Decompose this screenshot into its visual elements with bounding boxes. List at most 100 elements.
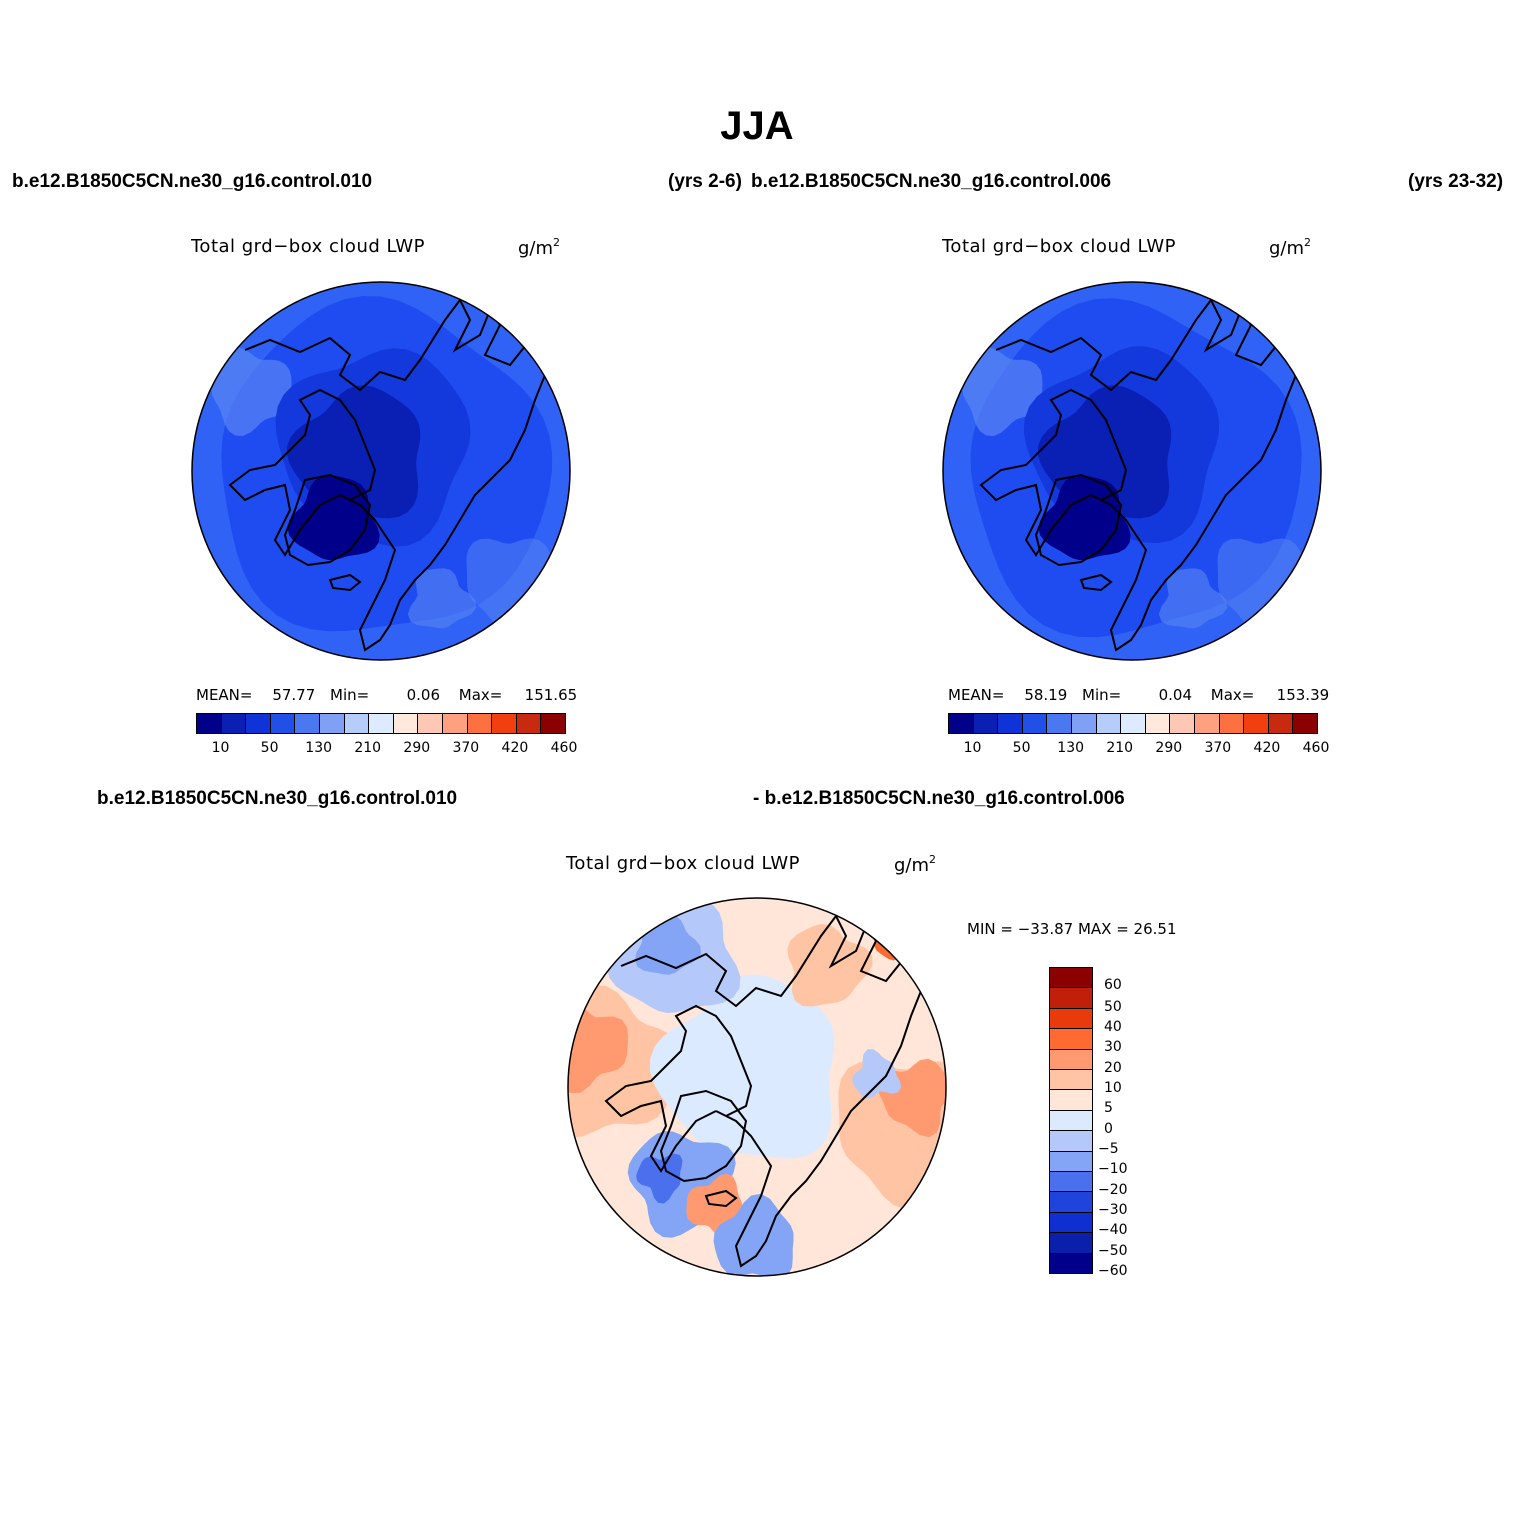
panel1-colorbar: [196, 713, 566, 734]
panel3-colorbar-box: [1050, 1131, 1092, 1152]
panel3-min-max: MIN = −33.87 MAX = 26.51: [967, 920, 1177, 938]
coastline: [1034, 473, 1123, 567]
panel2-mean-label: MEAN=: [948, 686, 1005, 704]
panel3-colorbar-label: 20: [1104, 1059, 1122, 1076]
panel1-variable-title: Total grd−box cloud LWP: [191, 236, 426, 257]
panel2-min: 0.04: [1158, 686, 1193, 704]
panel3-colorbar-box: [1050, 1029, 1092, 1050]
panel2-colorbar-box: [1145, 714, 1171, 733]
panel2-colorbar-box: [1096, 714, 1122, 733]
panel3-colorbar-label: −50: [1098, 1242, 1128, 1259]
panel3-colorbar-box: [1050, 1192, 1092, 1213]
panel2-colorbar-box: [1071, 714, 1097, 733]
panel2-colorbar-label: 10: [963, 740, 982, 756]
panel2-colorbar-box: [1244, 714, 1269, 733]
panel3-variable-title: Total grd−box cloud LWP: [566, 853, 801, 874]
panel2-colorbar-box: [1022, 714, 1048, 733]
lwp-contour: [1217, 538, 1309, 634]
coastline: [1079, 573, 1113, 592]
panel1-colorbar-box: [246, 714, 271, 733]
panel1-colorbar-box: [442, 714, 468, 733]
panel1-colorbar-box: [418, 714, 443, 733]
header-diff-case-b: - b.e12.B1850C5CN.ne30_g16.control.006: [753, 788, 1125, 809]
panel2-colorbar-box: [1194, 714, 1220, 733]
panel3-colorbar-label: −60: [1098, 1263, 1128, 1279]
map-boundary: [191, 281, 571, 661]
panel3-colorbar-label: 5: [1104, 1100, 1113, 1117]
panel3-colorbar-box: [1050, 1212, 1092, 1234]
panel3-colorbar-label: 50: [1104, 998, 1122, 1015]
panel2-colorbar-label: 210: [1106, 740, 1134, 756]
panel1-mean-label: MEAN=: [196, 686, 253, 704]
panel1-colorbar-box: [197, 714, 222, 733]
panel3-colorbar-box: [1050, 1090, 1092, 1111]
panel2-colorbar-box: [1170, 714, 1195, 733]
lwp-contour: [407, 568, 477, 629]
panel3-polar-map: [567, 897, 947, 1277]
diff-contour: [787, 923, 873, 1007]
panel1-colorbar-box: [369, 714, 394, 733]
panel1-colorbar-box: [541, 714, 565, 733]
panel3-colorbar-box: [1050, 1151, 1092, 1173]
map2-field: [943, 282, 1321, 660]
panel1-max: 151.65: [524, 686, 578, 704]
panel3-colorbar-label: −20: [1098, 1181, 1128, 1198]
panel1-colorbar-box: [393, 714, 419, 733]
map-boundary: [567, 897, 947, 1277]
panel1-colorbar-label: 420: [501, 740, 529, 756]
coastline: [995, 298, 1298, 652]
panel1-colorbar-label: 50: [260, 740, 279, 756]
panel1-units: g/m2: [518, 236, 561, 259]
panel2-polar-map: [942, 281, 1322, 661]
panel3-colorbar-box: [1050, 1008, 1092, 1030]
panel3-colorbar-box: [1050, 1233, 1092, 1254]
panel2-mean: 58.19: [1024, 686, 1068, 704]
panel1-mean: 57.77: [272, 686, 316, 704]
panel1-stats: MEAN= 57.77 Min= 0.06 Max= 151.65: [196, 686, 577, 704]
panel3-colorbar-label: 40: [1104, 1019, 1122, 1035]
panel1-colorbar-label: 290: [403, 740, 431, 756]
panel1-colorbar-label: 370: [452, 740, 480, 756]
panel3-colorbar-label: −10: [1098, 1161, 1128, 1178]
panel2-colorbar-box: [1219, 714, 1245, 733]
panel3-colorbar-label: −5: [1098, 1141, 1119, 1157]
panel2-colorbar-box: [1121, 714, 1146, 733]
header-years-006-clip: (yrs 23-32): [1408, 171, 1508, 193]
panel2-colorbar-label: 130: [1057, 740, 1085, 756]
panel3-colorbar: [1049, 967, 1093, 1274]
lwp-contour: [211, 346, 292, 436]
panel1-colorbar-label: 460: [550, 740, 578, 756]
panel2-colorbar: [948, 713, 1318, 734]
map1-field: [192, 282, 570, 660]
panel1-min: 0.06: [406, 686, 441, 704]
coastline: [283, 473, 372, 567]
panel3-colorbar-box: [1050, 1172, 1092, 1193]
panel3-colorbar-label: −40: [1098, 1222, 1128, 1239]
coastline: [979, 388, 1128, 557]
panel3-colorbar-box: [1050, 968, 1092, 989]
panel1-colorbar-label: 10: [211, 740, 230, 756]
panel3-colorbar-label: 10: [1104, 1080, 1122, 1096]
panel2-colorbar-box: [973, 714, 999, 733]
panel2-min-label: Min=: [1082, 686, 1122, 704]
panel3-units: g/m2: [894, 853, 937, 876]
panel2-colorbar-box: [949, 714, 974, 733]
panel2-colorbar-box: [1293, 714, 1317, 733]
header-years-006: (yrs 23-32): [1408, 171, 1504, 192]
panel3-colorbar-box: [1050, 988, 1092, 1009]
panel2-units: g/m2: [1269, 236, 1312, 259]
panel1-min-label: Min=: [330, 686, 370, 704]
lwp-contour: [962, 346, 1043, 436]
coastline: [620, 914, 923, 1268]
panel3-colorbar-label: 60: [1104, 977, 1122, 994]
panel1-max-label: Max=: [458, 686, 503, 704]
panel1-polar-map: [191, 281, 571, 661]
panel1-colorbar-box: [295, 714, 320, 733]
panel2-max-label: Max=: [1210, 686, 1255, 704]
panel1-colorbar-label: 210: [354, 740, 382, 756]
coastline: [604, 1004, 753, 1173]
header-case-006: b.e12.B1850C5CN.ne30_g16.control.006: [751, 171, 1112, 192]
panel1-colorbar-box: [319, 714, 345, 733]
panel2-colorbar-label: 50: [1012, 740, 1031, 756]
diff-contour: [568, 1001, 629, 1094]
